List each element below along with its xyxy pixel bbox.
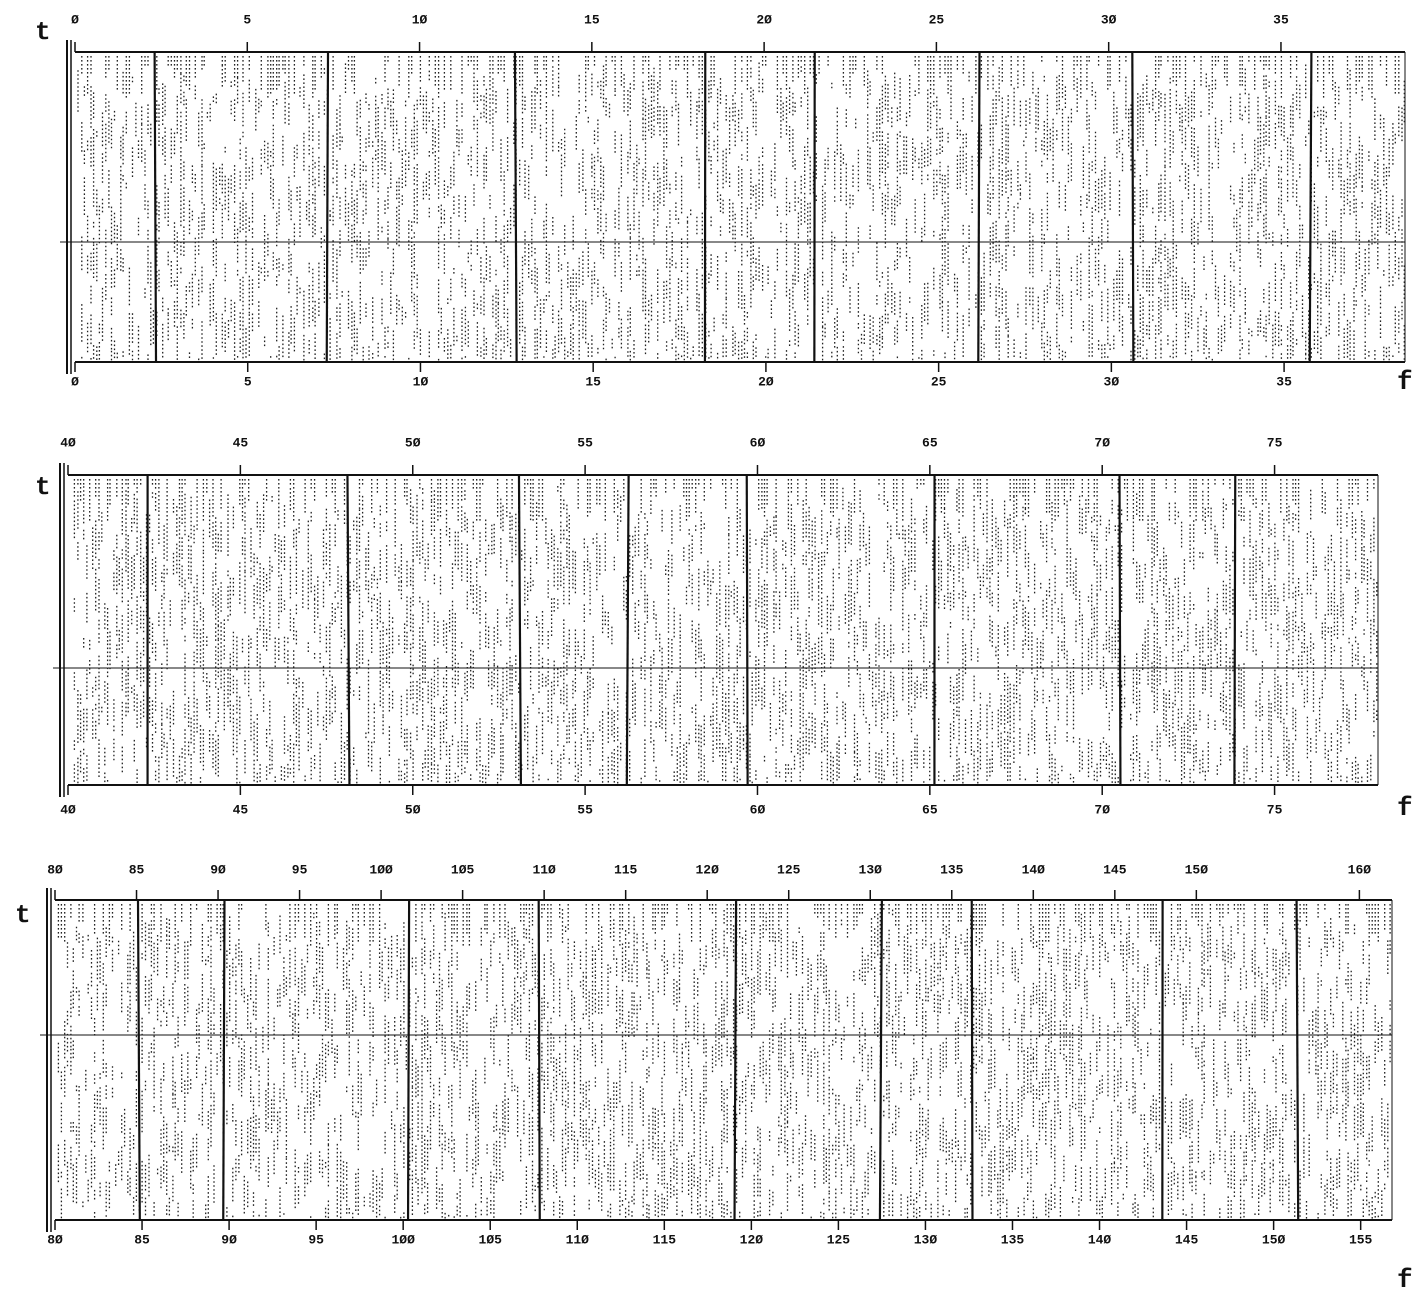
- x2-tick-label: 135: [940, 862, 964, 877]
- x2-tick-label: 14Ø: [1022, 862, 1046, 877]
- x2-tick-label: 7Ø: [1094, 435, 1110, 450]
- segment-line: [517, 474, 522, 786]
- x2-tick-label: 95: [292, 862, 308, 877]
- x-tick-label: 3Ø: [1104, 374, 1120, 389]
- x2-tick-label: 145: [1103, 862, 1127, 877]
- x2-tick-label: 5: [243, 12, 251, 27]
- segment-line: [878, 899, 883, 1221]
- segment-line: [222, 899, 226, 1221]
- x2-tick-label: 9Ø: [210, 862, 226, 877]
- segment-line: [733, 899, 738, 1221]
- x2-tick-label: 15Ø: [1185, 862, 1209, 877]
- x-axis-label: f: [1397, 367, 1413, 397]
- segment-line: [1295, 899, 1300, 1221]
- x2-tick-label: 25: [929, 12, 945, 27]
- x2-tick-label: 65: [922, 435, 938, 450]
- x-tick-label: 11Ø: [566, 1232, 590, 1247]
- x-tick-label: 15: [585, 374, 601, 389]
- x2-tick-label: 125: [777, 862, 801, 877]
- x-tick-label: 145: [1175, 1232, 1199, 1247]
- x2-tick-label: 11Ø: [532, 862, 556, 877]
- x-tick-label: 75: [1267, 802, 1283, 817]
- x2-tick-label: 45: [233, 435, 249, 450]
- x-tick-label: 115: [653, 1232, 677, 1247]
- x-tick-label: 1Ø: [413, 374, 429, 389]
- x-tick-label: 5Ø: [405, 802, 421, 817]
- x-tick-label: 155: [1349, 1232, 1373, 1247]
- segment-line: [136, 899, 141, 1221]
- x-axis-label: f: [1397, 1265, 1413, 1291]
- segment-line: [1131, 51, 1135, 363]
- x2-tick-label: 85: [129, 862, 145, 877]
- y-axis-label: t: [35, 17, 51, 47]
- x-tick-label: 65: [922, 802, 938, 817]
- x2-tick-label: 8Ø: [47, 862, 63, 877]
- x2-tick-label: 115: [614, 862, 638, 877]
- x2-tick-label: 55: [577, 435, 593, 450]
- x-tick-label: 95: [308, 1232, 324, 1247]
- x2-tick-label: 1ØØ: [369, 862, 393, 877]
- segment-line: [625, 474, 630, 786]
- x-tick-label: 35: [1276, 374, 1292, 389]
- x-tick-label: 8Ø: [47, 1232, 63, 1247]
- x-tick-label: 9Ø: [221, 1232, 237, 1247]
- x-tick-label: 125: [827, 1232, 851, 1247]
- dot-texture: [77, 56, 1405, 361]
- x-tick-label: 1ØØ: [391, 1232, 415, 1247]
- x2-tick-label: 13Ø: [859, 862, 883, 877]
- segment-line: [1308, 51, 1313, 363]
- x2-tick-label: 2Ø: [756, 12, 772, 27]
- x-tick-label: 45: [233, 802, 249, 817]
- segment-line: [1118, 474, 1122, 786]
- x2-tick-label: 6Ø: [750, 435, 766, 450]
- x-tick-label: Ø: [71, 374, 79, 389]
- x-tick-label: 5: [244, 374, 252, 389]
- y-axis-label: t: [35, 472, 51, 502]
- x-tick-label: 13Ø: [914, 1232, 938, 1247]
- x-tick-label: 14Ø: [1088, 1232, 1112, 1247]
- segment-line: [745, 474, 749, 786]
- x-tick-label: 4Ø: [60, 802, 76, 817]
- x-tick-label: 15Ø: [1262, 1232, 1286, 1247]
- x2-tick-label: 3Ø: [1101, 12, 1117, 27]
- x-tick-label: 6Ø: [750, 802, 766, 817]
- x2-tick-label: 35: [1273, 12, 1289, 27]
- x2-tick-label: 5Ø: [405, 435, 421, 450]
- segment-line: [153, 51, 158, 363]
- segment-line: [513, 51, 518, 363]
- x-tick-label: 1Ø5: [479, 1232, 503, 1247]
- x2-tick-label: 15: [584, 12, 600, 27]
- x-axis-label: f: [1397, 793, 1413, 823]
- x-tick-label: 2Ø: [758, 374, 774, 389]
- dot-texture: [57, 904, 1391, 1219]
- x2-tick-label: 12Ø: [695, 862, 719, 877]
- x2-tick-label: 1Ø: [412, 12, 428, 27]
- x2-tick-label: 75: [1267, 435, 1283, 450]
- x2-tick-label: 4Ø: [60, 435, 76, 450]
- segment-line: [406, 899, 411, 1221]
- y-axis-label: t: [15, 900, 31, 930]
- segment-line: [970, 899, 974, 1221]
- segment-line: [1233, 474, 1237, 786]
- x-tick-label: 135: [1001, 1232, 1025, 1247]
- x-tick-label: 85: [134, 1232, 150, 1247]
- segment-line: [346, 474, 351, 786]
- segment-line: [537, 899, 541, 1221]
- x-tick-label: 55: [577, 802, 593, 817]
- x2-tick-label: 16Ø: [1348, 862, 1372, 877]
- x-tick-label: 7Ø: [1094, 802, 1110, 817]
- x-tick-label: 25: [931, 374, 947, 389]
- x-tick-label: 12Ø: [740, 1232, 764, 1247]
- dot-texture: [73, 479, 1378, 784]
- segment-line: [977, 51, 981, 363]
- x2-tick-label: Ø: [71, 12, 79, 27]
- x2-tick-label: 1Ø5: [451, 862, 475, 877]
- segment-line: [325, 51, 330, 363]
